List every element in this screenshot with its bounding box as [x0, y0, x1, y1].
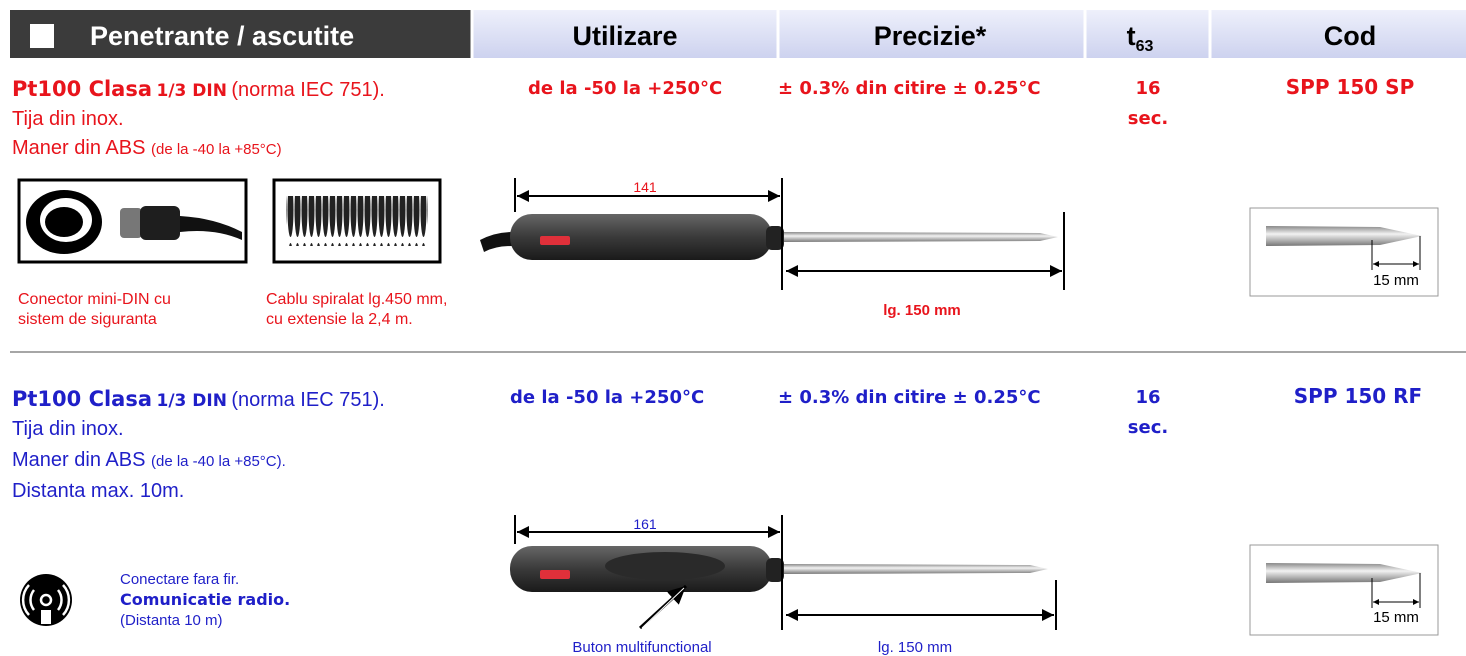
tip-length: 15 mm [1373, 272, 1419, 289]
description-line2: Tija din inox. [12, 418, 124, 440]
handle-range: (de la -40 la +85°C). [151, 453, 286, 470]
cable-image [272, 178, 442, 264]
handle-length: 161 [633, 516, 657, 532]
t63: 16 [1135, 387, 1160, 408]
description-line2: Tija din inox. [12, 108, 124, 130]
header-title: Penetrante / ascutite [90, 21, 354, 51]
cod: SPP 150 RF [1294, 384, 1422, 408]
precizie: ± 0.3% din citire ± 0.25°C [778, 387, 1041, 408]
description-line3: Maner din ABS (de la -40 la +85°C) [12, 137, 282, 159]
header-separators [470, 10, 1212, 58]
precizie: ± 0.3% din citire ± 0.25°C [778, 78, 1041, 99]
handle: Maner din ABS [12, 137, 145, 159]
t-sub: 63 [1136, 38, 1154, 55]
radio-caption: (Distanta 10 m) [120, 612, 223, 629]
tip-image [1249, 207, 1439, 297]
t63: 16 [1135, 78, 1160, 99]
probe-image [510, 515, 1057, 630]
description-line4: Distanta max. 10m. [12, 480, 184, 502]
model: Pt100 Clasa [12, 387, 152, 411]
header-title-cell [10, 10, 472, 58]
cod: SPP 150 SP [1286, 75, 1414, 99]
rod-length: lg. 150 mm [878, 639, 952, 656]
utilizare: de la -50 la +250°C [510, 387, 704, 408]
norm: (norma IEC 751). [231, 389, 384, 411]
tip-image [1249, 544, 1439, 636]
button-caption: Buton multifunctional [572, 639, 711, 656]
norm: (norma IEC 751). [231, 79, 384, 101]
header-cod: Cod [1324, 21, 1376, 51]
header-utilizare: Utilizare [572, 21, 677, 51]
header-t63: t63 [1127, 21, 1154, 55]
radio-icon [20, 574, 72, 626]
accessory-caption: Cablu spiralat lg.450 mm, [266, 291, 447, 308]
tip-length: 15 mm [1373, 609, 1419, 626]
header-precizie: Precizie* [874, 21, 987, 51]
rod-length: lg. 150 mm [883, 302, 961, 319]
radio-caption: Comunicatie radio. [120, 590, 290, 609]
header-square [30, 24, 54, 48]
description-line3: Maner din ABS (de la -40 la +85°C). [12, 449, 286, 471]
accessory-caption: Conector mini-DIN cu [18, 291, 171, 308]
accessory-caption: cu extensie la 2,4 m. [266, 311, 413, 328]
handle: Maner din ABS [12, 449, 145, 471]
radio-caption: Conectare fara fir. [120, 571, 239, 588]
t63-unit: sec. [1128, 417, 1168, 438]
handle-length: 141 [633, 179, 657, 195]
t-base: t [1127, 21, 1136, 51]
model: Pt100 Clasa [12, 77, 152, 101]
description-line1: Pt100 Clasa 1/3 DIN (norma IEC 751). [12, 77, 385, 101]
utilizare: de la -50 la +250°C [528, 78, 722, 99]
handle-range: (de la -40 la +85°C) [151, 141, 282, 158]
connector-image [17, 178, 248, 264]
probe-image [480, 178, 1065, 290]
class: 1/3 DIN [156, 81, 226, 101]
description-line1: Pt100 Clasa 1/3 DIN (norma IEC 751). [12, 387, 385, 411]
t63-unit: sec. [1128, 108, 1168, 129]
accessory-caption: sistem de siguranta [18, 311, 157, 328]
class: 1/3 DIN [156, 391, 226, 411]
